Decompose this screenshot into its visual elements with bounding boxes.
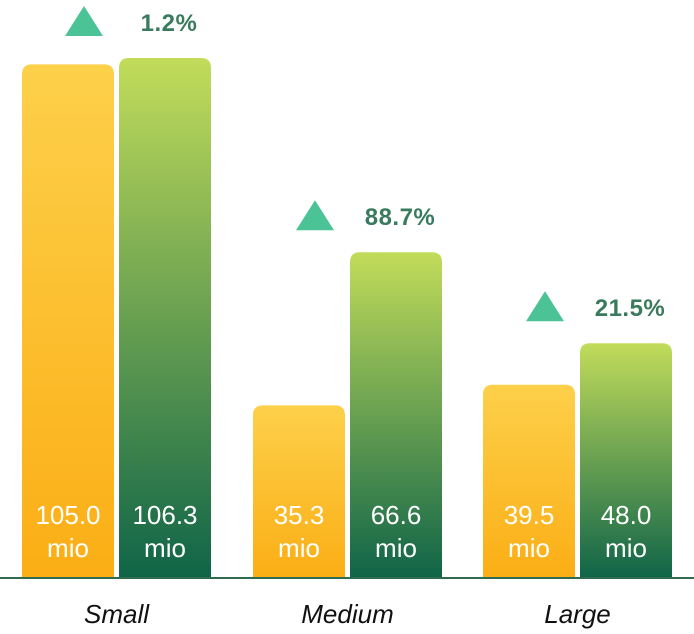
- bar-medium-yellow: [253, 405, 345, 578]
- bars-group: [22, 58, 672, 578]
- bar-medium-green: [350, 252, 442, 578]
- unit-label-large-green: mio: [605, 533, 647, 563]
- change-label-small: 1.2%: [141, 10, 198, 37]
- up-triangle-icon-large: [526, 291, 564, 322]
- unit-label-medium-yellow: mio: [278, 533, 320, 563]
- change-label-large: 21.5%: [595, 295, 666, 322]
- unit-label-large-yellow: mio: [508, 533, 550, 563]
- value-label-large-yellow: 39.5: [504, 500, 555, 530]
- value-label-large-green: 48.0: [601, 500, 652, 530]
- unit-label-medium-green: mio: [375, 533, 417, 563]
- category-label-medium: Medium: [301, 599, 393, 629]
- bar-large-yellow: [483, 384, 575, 578]
- up-triangle-icon-medium: [296, 200, 334, 231]
- bar-small-green: [119, 58, 211, 578]
- up-triangle-icon-small: [65, 6, 103, 36]
- value-label-small-yellow: 105.0: [35, 500, 100, 530]
- labels-group: 105.0mio106.3mioSmall1.2%35.3mio66.6mioM…: [35, 6, 665, 629]
- value-label-small-green: 106.3: [132, 500, 197, 530]
- bar-small-yellow: [22, 64, 114, 578]
- category-label-small: Small: [84, 599, 150, 629]
- change-label-medium: 88.7%: [365, 204, 436, 231]
- bar-large-green: [580, 343, 672, 578]
- category-label-large: Large: [544, 599, 611, 629]
- value-label-medium-yellow: 35.3: [274, 500, 325, 530]
- unit-label-small-yellow: mio: [47, 533, 89, 563]
- value-label-medium-green: 66.6: [371, 500, 422, 530]
- unit-label-small-green: mio: [144, 533, 186, 563]
